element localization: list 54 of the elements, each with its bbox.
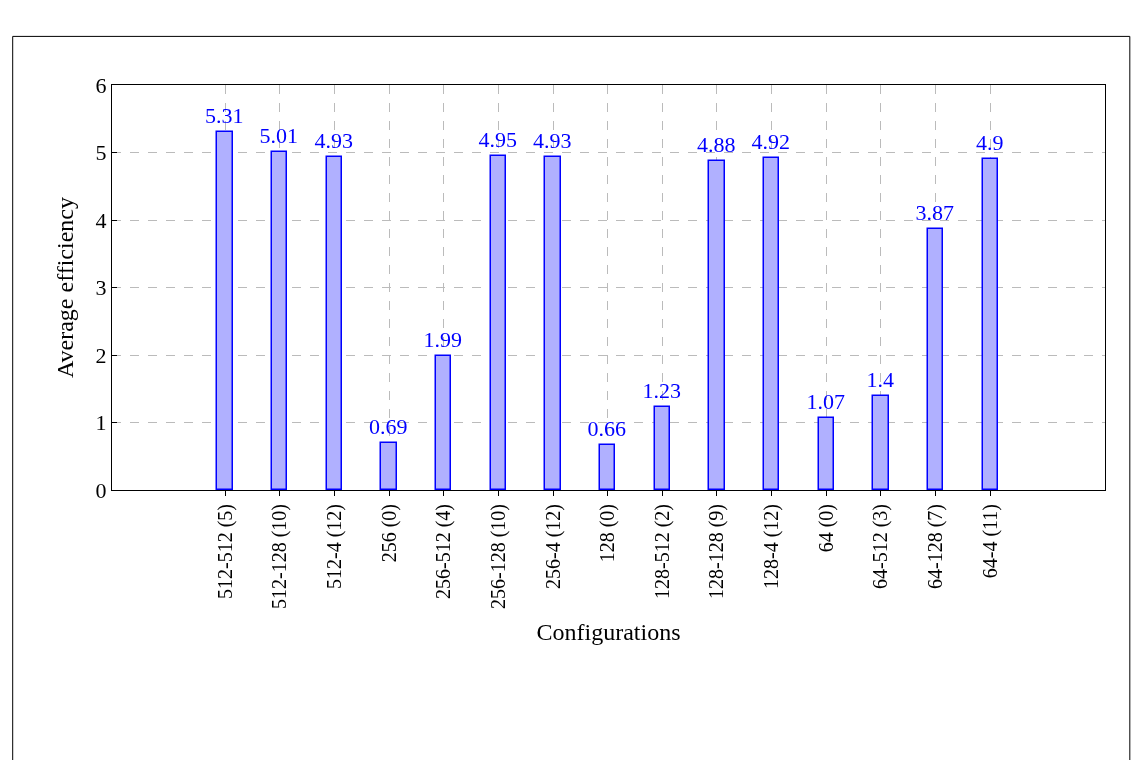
bar [434,354,451,490]
x-tick-label: 512-4 (12) [322,504,346,589]
data-label: 4.92 [751,129,790,155]
y-tick-label: 5 [95,140,107,166]
bar [926,227,943,490]
y-axis-title: Average efficiency [51,197,78,378]
bar [762,156,779,490]
bar [325,155,342,490]
x-tick-label: 512-512 (5) [213,504,237,599]
x-tick-label: 128-128 (9) [705,504,729,599]
y-tick-label: 2 [95,342,107,368]
data-label: 1.4 [866,367,894,393]
x-tick-label: 256-128 (10) [486,504,510,609]
data-label: 1.99 [423,327,462,353]
bar [653,405,670,490]
data-label: 5.31 [205,103,244,129]
y-tick-label: 6 [95,72,107,98]
bar [981,157,998,490]
x-tick-label: 256 (0) [377,504,401,563]
bar [871,394,889,490]
bar [543,155,561,490]
bar [215,130,233,490]
y-tick-label: 3 [95,275,107,301]
x-tick-label: 64-128 (7) [924,504,948,589]
data-label: 0.66 [587,416,626,442]
x-tick-label: 256-4 (12) [541,504,565,589]
bar [707,159,725,490]
data-label: 4.93 [314,128,353,154]
bar [598,443,615,490]
data-label: 4.95 [478,127,517,153]
data-label: 5.01 [259,123,298,149]
data-label: 0.69 [369,414,408,440]
x-tick-label: 256-512 (4) [432,504,456,599]
x-tick-label: 128-512 (2) [650,504,674,599]
data-label: 1.23 [642,378,681,404]
bar [817,416,834,490]
x-tick-label: 512-128 (10) [268,504,292,609]
y-tick-label: 0 [95,477,107,503]
data-label: 4.9 [976,130,1004,156]
x-axis-title: Configurations [536,619,681,646]
data-label: 4.93 [533,128,572,154]
x-tick-label: 64-4 (11) [978,504,1002,579]
bar [489,154,506,490]
x-tick-label: 128-4 (12) [760,504,784,589]
x-tick-label: 64-512 (3) [869,504,893,589]
data-label: 4.88 [697,132,736,158]
y-tick-label: 1 [95,410,107,436]
data-label: 3.87 [915,200,954,226]
y-tick-label: 4 [95,207,107,233]
bar [379,441,397,490]
x-tick-label: 128 (0) [596,504,620,563]
bar [270,150,287,490]
x-tick-label: 64 (0) [814,504,838,553]
data-label: 1.07 [806,389,845,415]
